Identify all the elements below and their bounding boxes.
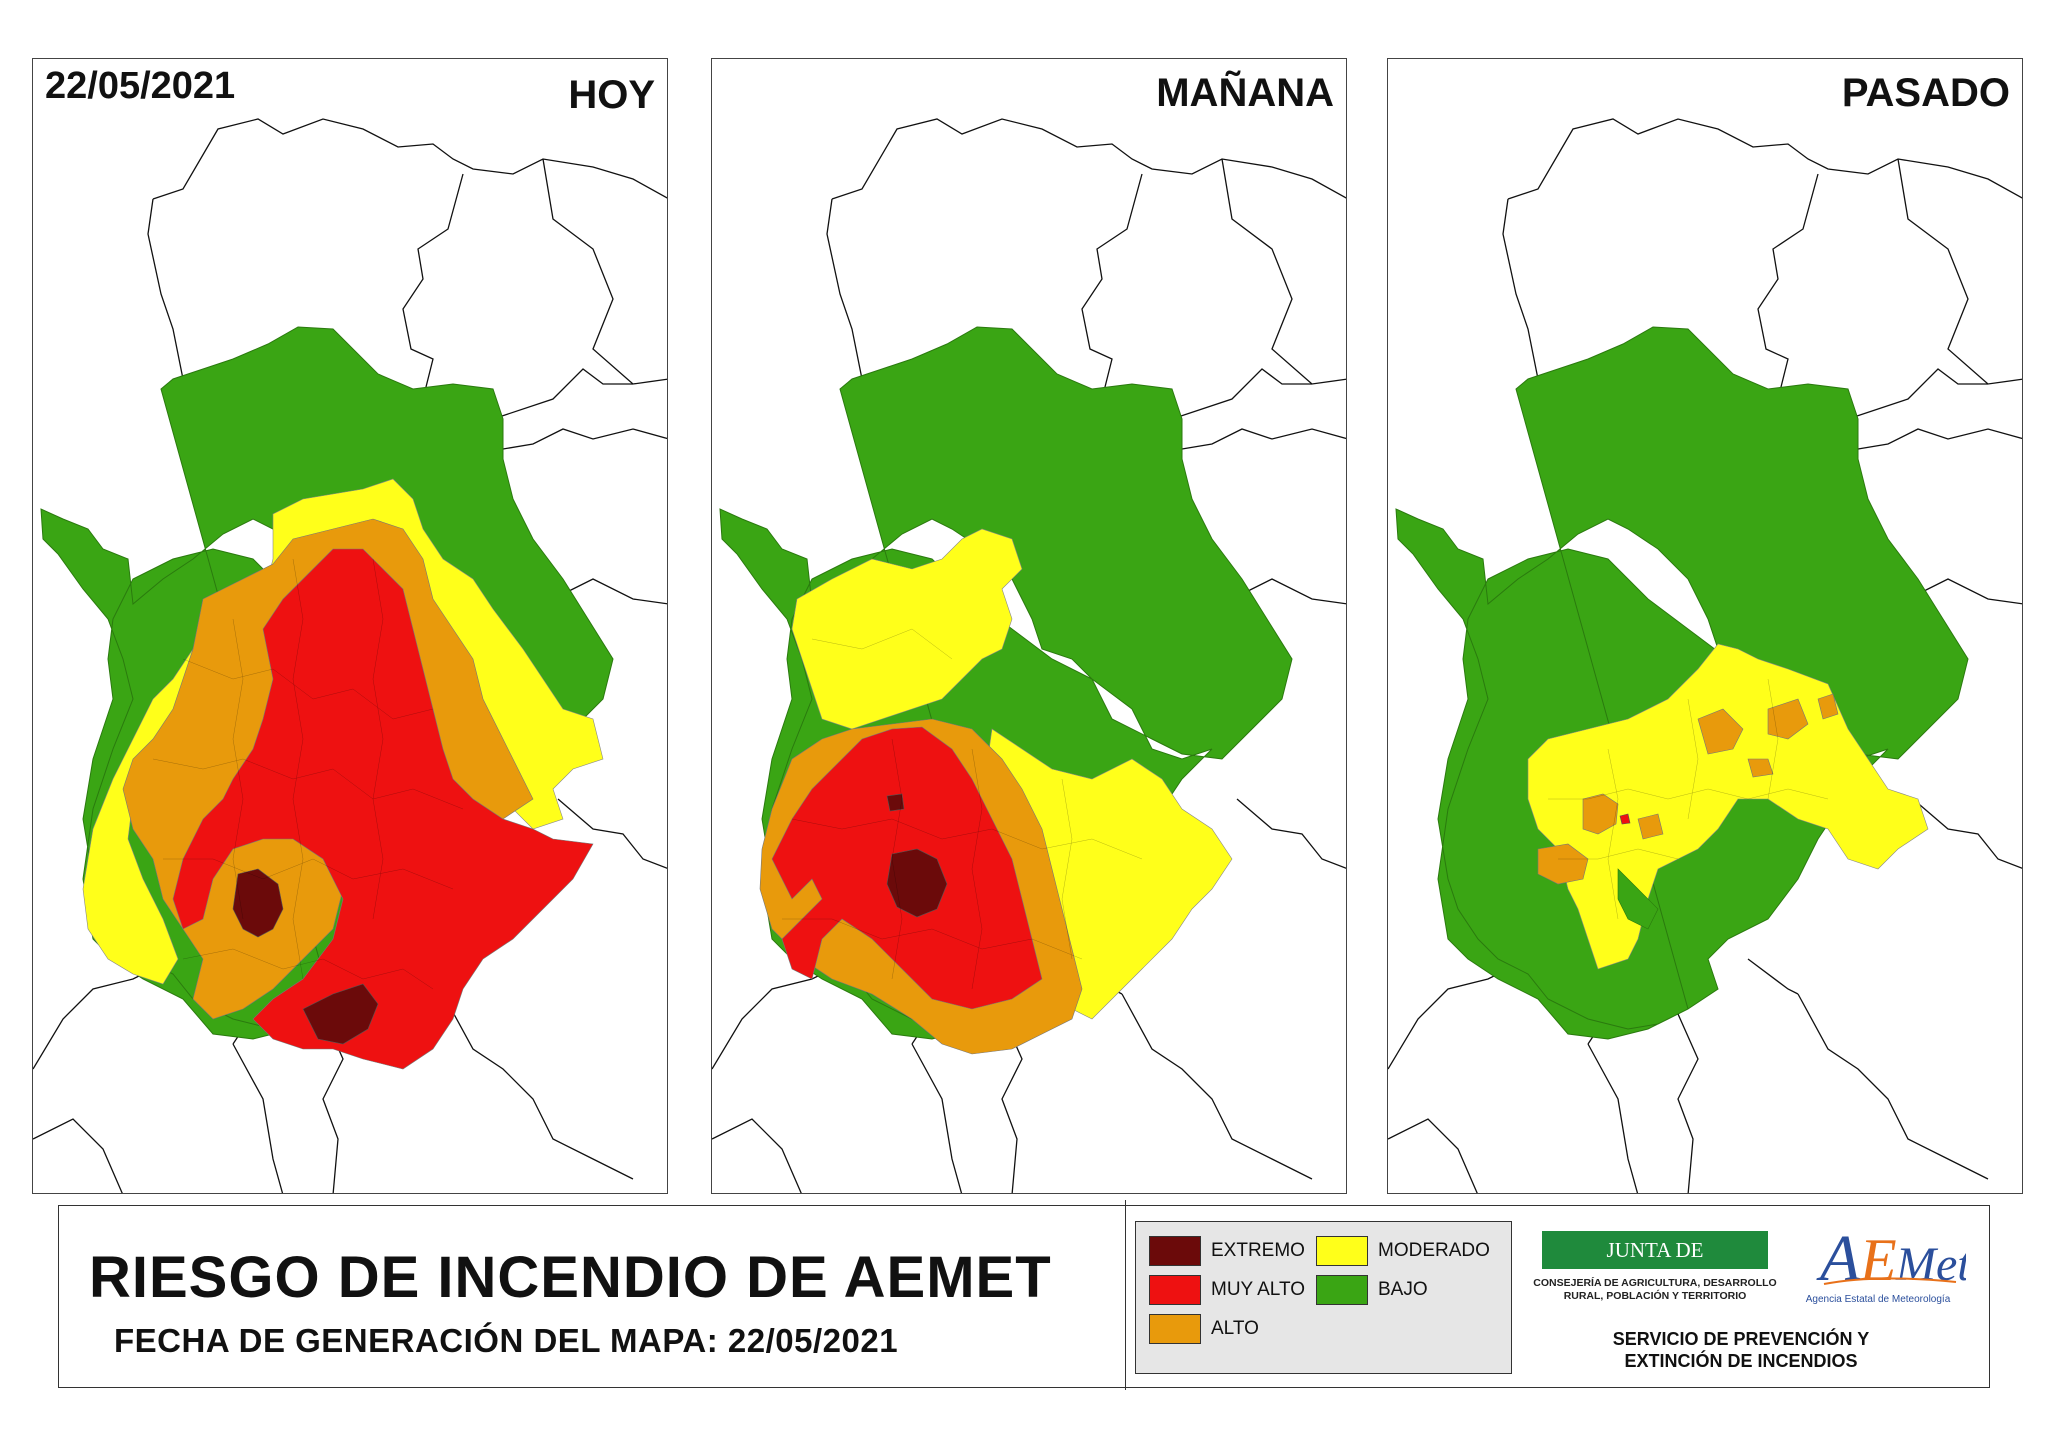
legend-swatch-extremo (1149, 1236, 1201, 1266)
risk-map-pasado (1388, 118, 2022, 1193)
aemet-logo-letters-met: Met (1895, 1238, 1966, 1291)
map-panel-pasado: PASADO (1387, 58, 2023, 1194)
legend-swatch-moderado (1316, 1236, 1368, 1266)
legend-label: MODERADO (1378, 1240, 1490, 1261)
aemet-agency-name: Agencia Estatal de Meteorología (1805, 1294, 1951, 1305)
legend-label: BAJO (1378, 1279, 1428, 1300)
footer-divider (1125, 1200, 1126, 1390)
legend-item-muy-alto: MUY ALTO (1149, 1275, 1305, 1305)
panel-label-hoy: HOY (568, 73, 655, 117)
panel-label-pasado: PASADO (1841, 71, 2010, 115)
legend-item-extremo: EXTREMO (1149, 1236, 1305, 1266)
legend-item-bajo: BAJO (1316, 1275, 1428, 1305)
junta-extremadura-logo: JUNTA DE EXTREMADURA (1542, 1231, 1768, 1300)
legend-swatch-alto (1149, 1314, 1201, 1344)
risk-map-hoy (33, 118, 667, 1193)
legend-swatch-bajo (1316, 1275, 1368, 1305)
junta-department-line1: CONSEJERÍA DE AGRICULTURA, DESARROLLO (1533, 1277, 1777, 1289)
aemet-logo-icon: A E Met (1816, 1222, 1966, 1295)
map-date: 22/05/2021 (45, 65, 236, 107)
map-panel-manana: MAÑANA (711, 58, 1347, 1194)
junta-department-line2: RURAL, POBLACIÓN Y TERRITORIO (1563, 1290, 1747, 1302)
service-name: SERVICIO DE PREVENCIÓN Y EXTINCIÓN DE IN… (1591, 1328, 1891, 1372)
legend-item-moderado: MODERADO (1316, 1236, 1490, 1266)
junta-department: CONSEJERÍA DE AGRICULTURA, DESARROLLO RU… (1527, 1277, 1783, 1303)
service-line1: SERVICIO DE PREVENCIÓN Y (1612, 1329, 1870, 1349)
map-subtitle: FECHA DE GENERACIÓN DEL MAPA: 22/05/2021 (114, 1322, 899, 1359)
map-panel-hoy: 22/05/2021 HOY (32, 58, 668, 1194)
risk-map-manana (712, 118, 1346, 1193)
legend-label: ALTO (1211, 1318, 1259, 1339)
legend-swatch-muy-alto (1149, 1275, 1201, 1305)
panel-label-manana: MAÑANA (1156, 71, 1334, 115)
legend-label: EXTREMO (1211, 1240, 1305, 1261)
aemet-logo-letter-a: A (1816, 1222, 1861, 1295)
risk-legend: EXTREMO MUY ALTO ALTO MODERADO BAJO (1135, 1221, 1512, 1374)
legend-item-alto: ALTO (1149, 1314, 1259, 1344)
map-footer: RIESGO DE INCENDIO DE AEMET FECHA DE GEN… (58, 1200, 1990, 1390)
legend-label: MUY ALTO (1211, 1279, 1305, 1300)
service-line2: EXTINCIÓN DE INCENDIOS (1624, 1351, 1858, 1371)
map-title: RIESGO DE INCENDIO DE AEMET (89, 1245, 1052, 1310)
aemet-logo-letter-e: E (1859, 1227, 1897, 1293)
